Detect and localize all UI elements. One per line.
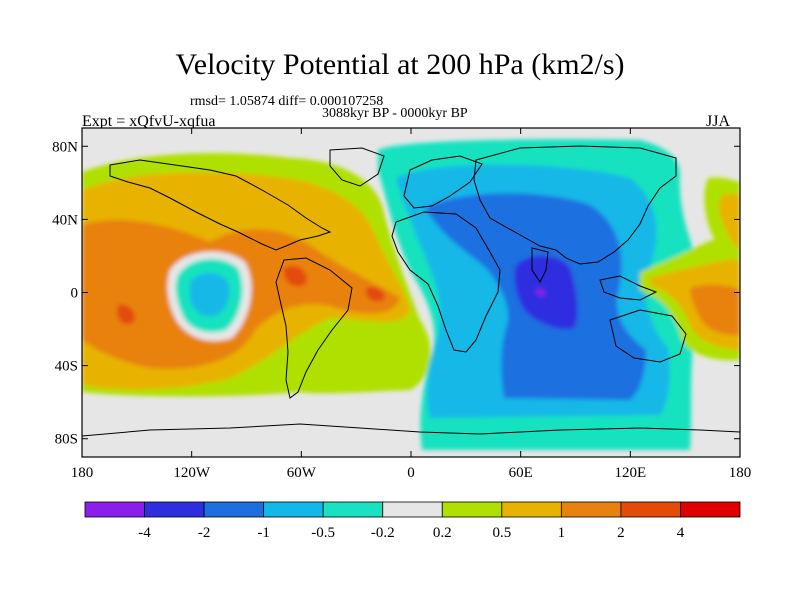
colorbar-label: 0.5 [492,525,511,541]
contour-negative-4 [536,288,546,297]
colorbar-swatch [84,501,145,518]
coastlines [82,145,740,437]
lon-tick-label: 120W [173,465,211,481]
colorbar-label: 4 [677,525,685,541]
colorbar-swatch [620,501,681,518]
coastline-africa [391,211,501,353]
lon-tick-label: 180 [71,465,94,481]
coastline-europe [403,155,483,209]
lon-tick-label: 60E [509,465,533,481]
coastline-maritime [599,275,658,301]
contour-negative-cell-pacific-0.5 [190,273,230,317]
colorbar-swatch [144,501,205,518]
colorbar: -4 -2 -1 -0.5 -0.2 0.2 0.5 1 2 4 [84,501,741,541]
contour-positive-2c [365,286,385,302]
lat-tick-label: 80N [52,139,78,155]
contour-negative-2 [514,255,578,330]
colorbar-label: -1 [257,525,270,541]
colorbar-swatch [680,501,741,518]
season-label: JJA [706,113,731,130]
plot-title: Velocity Potential at 200 hPa (km2/s) [175,48,625,81]
lon-tick-label: 0 [407,465,415,481]
coastline-antarctica [82,423,740,437]
coastline-asia [473,145,677,265]
colorbar-swatch [382,501,443,518]
coastline-greenland [329,147,385,187]
colorbar-swatch [203,501,265,518]
lat-tick-label: 40N [52,212,78,228]
colorbar-label: -0.5 [311,525,335,541]
lon-tick-label: 60W [287,465,317,481]
lat-tick-label: 40S [55,359,78,375]
contour-wpac-north-0.5 [719,193,740,250]
colorbar-label: -0.2 [371,525,395,541]
colorbar-label: 2 [617,525,625,541]
colorbar-swatch [441,501,503,518]
lat-tick-label: 0 [71,286,79,302]
lon-tick-label: 180 [729,465,752,481]
colorbar-label: 0.2 [433,525,452,541]
contour-positive-2a [117,304,135,325]
contour-wpac-1 [690,284,740,336]
latitude-axis: 80N 40N 0 40S 80S [52,139,740,448]
period-text: 3088kyr BP - 0000kyr BP [322,106,468,121]
longitude-axis: 180 120W 60W 0 60E 120E 180 [71,128,752,481]
colorbar-swatch [560,501,622,518]
experiment-label: Expt = xQfvU-xqfua [82,113,216,130]
coastline-australia [609,309,687,363]
colorbar-label: -4 [138,525,151,541]
colorbar-label: -2 [198,525,211,541]
colorbar-swatch [322,501,384,518]
stats-text: rmsd= 1.05874 diff= 0.000107258 [190,94,384,109]
contour-positive-2b [283,265,307,287]
coastline-south-america [275,257,353,399]
contour-fields [82,139,740,451]
colorbar-label: 1 [558,525,566,541]
colorbar-swatch [501,501,562,518]
lat-tick-label: 80S [55,432,78,448]
coastline-india [531,247,549,283]
coastline-north-america [109,159,332,251]
colorbar-swatch [263,501,324,518]
lon-tick-label: 120E [614,465,646,481]
